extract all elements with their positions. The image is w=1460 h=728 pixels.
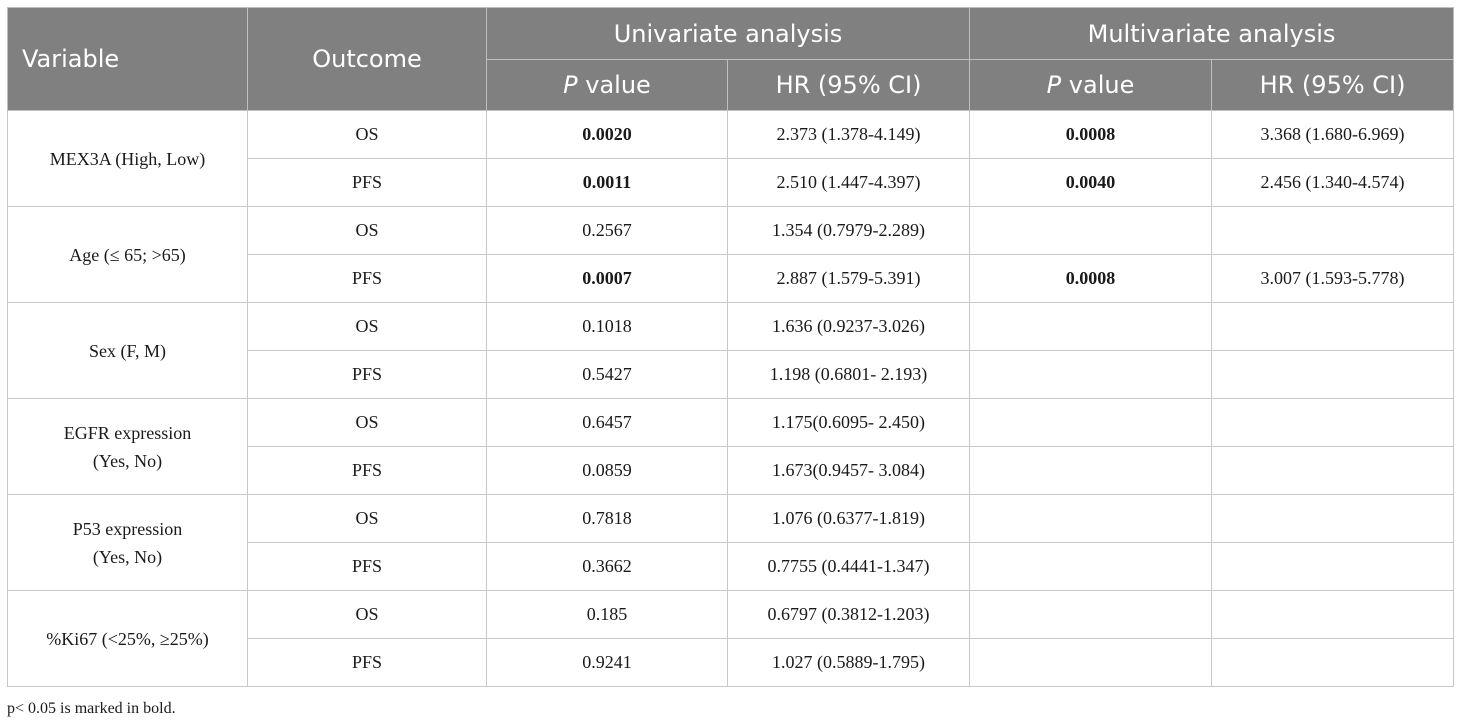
header-multi-hr: HR (95% CI): [1211, 59, 1455, 111]
multi-p-cell: [969, 398, 1213, 447]
variable-line-2: (Yes, No): [92, 546, 163, 567]
uni-hr-cell: 1.673(0.9457- 3.084): [726, 446, 971, 495]
multi-hr-cell: [1211, 590, 1455, 639]
variable-cell: P53 expression (Yes, No): [7, 494, 248, 591]
outcome-cell: PFS: [247, 446, 487, 495]
table-row: EGFR expression (Yes, No) OS 0.6457 1.175…: [7, 398, 1455, 495]
multi-hr-cell: 3.007 (1.593-5.778): [1211, 254, 1455, 303]
uni-p-cell: 0.2567: [486, 206, 728, 255]
outcome-cell: PFS: [247, 542, 487, 591]
multi-hr-cell: [1211, 398, 1455, 447]
multi-p-cell: [969, 350, 1213, 399]
uni-hr-cell: 1.027 (0.5889-1.795): [726, 638, 971, 687]
table-row: MEX3A (High, Low) OS 0.0020 2.373 (1.378…: [7, 110, 1455, 207]
multi-p-cell: [969, 302, 1213, 351]
variable-cell: MEX3A (High, Low): [7, 110, 248, 207]
p-value-suffix: value: [1061, 71, 1135, 99]
p-letter: P: [563, 71, 578, 99]
multi-p-cell: [969, 542, 1213, 591]
multi-hr-cell: 2.456 (1.340-4.574): [1211, 158, 1455, 207]
uni-hr-cell: 2.887 (1.579-5.391): [726, 254, 971, 303]
variable-line-2: (Yes, No): [92, 450, 163, 471]
table-row: PFS 0.9241 1.027 (0.5889-1.795): [8, 638, 1455, 687]
uni-p-cell: 0.9241: [486, 638, 728, 687]
uni-p-cell: 0.0859: [486, 446, 728, 495]
p-value-suffix: value: [577, 71, 651, 99]
multi-p-cell: [969, 446, 1213, 495]
uni-hr-cell: 2.373 (1.378-4.149): [726, 110, 971, 159]
uni-hr-cell: 1.175(0.6095- 2.450): [726, 398, 971, 447]
multi-p-cell: [969, 206, 1213, 255]
uni-p-cell: 0.6457: [486, 398, 728, 447]
multi-p-cell: 0.0008: [969, 254, 1213, 303]
multi-hr-cell: 3.368 (1.680-6.969): [1211, 110, 1455, 159]
uni-hr-cell: 1.636 (0.9237-3.026): [726, 302, 971, 351]
multi-hr-cell: [1211, 638, 1455, 687]
variable-line-1: EGFR expression: [63, 422, 192, 443]
outcome-cell: OS: [247, 590, 487, 639]
header-uni-p-value: P value: [486, 59, 728, 111]
multi-hr-cell: [1211, 446, 1455, 495]
table-header: Variable Outcome Univariate analysis Mul…: [7, 7, 1455, 111]
uni-p-cell: 0.5427: [486, 350, 728, 399]
table-row: Age (≤ 65; >65) OS 0.2567 1.354 (0.7979-…: [7, 206, 1455, 303]
table-row: PFS 0.0859 1.673(0.9457- 3.084): [8, 446, 1455, 495]
outcome-cell: OS: [247, 206, 487, 255]
uni-hr-cell: 1.198 (0.6801- 2.193): [726, 350, 971, 399]
uni-hr-cell: 1.354 (0.7979-2.289): [726, 206, 971, 255]
multi-p-cell: 0.0040: [969, 158, 1213, 207]
uni-hr-cell: 0.7755 (0.4441-1.347): [726, 542, 971, 591]
outcome-cell: OS: [247, 110, 487, 159]
variable-cell: EGFR expression (Yes, No): [7, 398, 248, 495]
multi-hr-cell: [1211, 350, 1455, 399]
header-univariate: Univariate analysis: [485, 7, 971, 60]
uni-p-cell: 0.3662: [486, 542, 728, 591]
uni-p-cell: 0.185: [486, 590, 728, 639]
table-row: P53 expression (Yes, No) OS 0.7818 1.076 …: [7, 494, 1455, 591]
table-row: PFS 0.0007 2.887 (1.579-5.391) 0.0008 3.…: [8, 254, 1455, 303]
outcome-cell: PFS: [247, 638, 487, 687]
uni-hr-cell: 0.6797 (0.3812-1.203): [726, 590, 971, 639]
uni-hr-cell: 1.076 (0.6377-1.819): [726, 494, 971, 543]
header-multi-p-value: P value: [969, 59, 1213, 111]
multi-p-cell: [969, 590, 1213, 639]
uni-p-cell: 0.0020: [486, 110, 728, 159]
uni-p-cell: 0.0011: [486, 158, 728, 207]
multi-p-cell: 0.0008: [969, 110, 1213, 159]
cox-regression-table: Variable Outcome Univariate analysis Mul…: [7, 7, 1455, 687]
p-letter: P: [1046, 71, 1062, 99]
multi-p-cell: [969, 494, 1213, 543]
table-body: MEX3A (High, Low) OS 0.0020 2.373 (1.378…: [7, 110, 1455, 687]
table-row: PFS 0.3662 0.7755 (0.4441-1.347): [8, 542, 1455, 591]
outcome-cell: OS: [247, 398, 487, 447]
header-variable: Variable: [7, 7, 248, 111]
table-row: Sex (F, M) OS 0.1018 1.636 (0.9237-3.026…: [7, 302, 1455, 399]
table-footnote: p< 0.05 is marked in bold.: [7, 700, 176, 717]
variable-cell: Age (≤ 65; >65): [7, 206, 248, 303]
uni-p-cell: 0.1018: [486, 302, 728, 351]
multi-hr-cell: [1211, 542, 1455, 591]
variable-line-1: P53 expression: [72, 518, 183, 539]
header-uni-hr: HR (95% CI): [726, 59, 971, 111]
multi-hr-cell: [1211, 494, 1455, 543]
header-outcome: Outcome: [247, 7, 487, 111]
table-row: PFS 0.0011 2.510 (1.447-4.397) 0.0040 2.…: [8, 158, 1455, 207]
outcome-cell: OS: [247, 302, 487, 351]
outcome-cell: PFS: [247, 350, 487, 399]
uni-hr-cell: 2.510 (1.447-4.397): [726, 158, 971, 207]
table-row: PFS 0.5427 1.198 (0.6801- 2.193): [8, 350, 1455, 399]
variable-cell: %Ki67 (<25%, ≥25%): [7, 590, 248, 687]
multi-p-cell: [969, 638, 1213, 687]
uni-p-cell: 0.7818: [486, 494, 728, 543]
outcome-cell: PFS: [247, 254, 487, 303]
results-table-container: Variable Outcome Univariate analysis Mul…: [7, 7, 1455, 687]
variable-cell: Sex (F, M): [7, 302, 248, 399]
multi-hr-cell: [1211, 302, 1455, 351]
uni-p-cell: 0.0007: [486, 254, 728, 303]
multi-hr-cell: [1211, 206, 1455, 255]
outcome-cell: PFS: [247, 158, 487, 207]
table-row: %Ki67 (<25%, ≥25%) OS 0.185 0.6797 (0.38…: [7, 590, 1455, 687]
outcome-cell: OS: [247, 494, 487, 543]
header-multivariate: Multivariate analysis: [969, 7, 1455, 60]
